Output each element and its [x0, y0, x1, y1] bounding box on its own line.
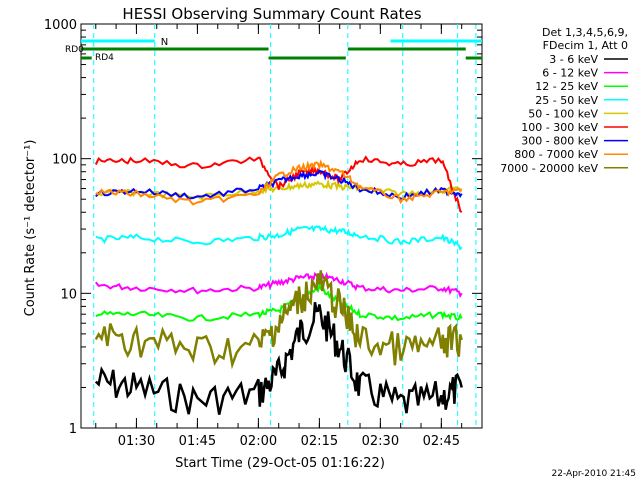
series-line-0: [94, 301, 463, 415]
chart-title: HESSI Observing Summary Count Rates: [122, 5, 421, 23]
legend: Det 1,3,4,5,6,9,FDecim 1, Att 03 - 6 keV…: [500, 26, 628, 175]
legend-entry-label: 3 - 6 keV: [549, 53, 598, 66]
y-tick-label: 100: [52, 153, 77, 168]
x-axis-label: Start Time (29-Oct-05 01:16:22): [175, 456, 385, 471]
legend-entry-label: 100 - 300 keV: [521, 121, 598, 134]
data-gap-lines: [93, 24, 477, 428]
legend-entry-label: 12 - 25 keV: [535, 80, 598, 93]
legend-entry-label: 6 - 12 keV: [542, 67, 598, 80]
legend-entry-label: 800 - 7000 keV: [514, 148, 598, 161]
series-line-6: [95, 169, 463, 201]
plot-frame: [80, 23, 483, 429]
series-line-7: [95, 159, 462, 206]
timestamp-footer: 22-Apr-2010 21:45: [552, 469, 636, 479]
flag-bars: N RD0 RD4: [65, 37, 482, 63]
plot-area: [80, 23, 483, 429]
x-tick-label: 01:30: [118, 434, 155, 449]
series-line-2: [95, 282, 463, 322]
legend-header-line: FDecim 1, Att 0: [543, 39, 628, 52]
series-line-3: [95, 224, 463, 251]
y-tick-label: 10: [60, 287, 77, 302]
x-tick-label: 02:15: [301, 434, 338, 449]
y-tick-label: 1000: [44, 18, 77, 33]
y-tick-label: 1: [69, 422, 77, 437]
axes: 1 10 100 1000 01:30 01:45 02:00 02:15 02:30 02:45: [44, 18, 483, 449]
flag-label-rd4: RD4: [95, 53, 114, 63]
series-lines: [94, 155, 463, 415]
series-line-8: [94, 270, 463, 370]
x-tick-label: 02:45: [423, 434, 460, 449]
x-tick-label: 01:45: [179, 434, 216, 449]
flag-label-rd0: RD0: [65, 45, 84, 55]
series-line-5: [94, 155, 463, 214]
x-tick-label: 02:00: [240, 434, 277, 449]
x-tick-label: 02:30: [362, 434, 399, 449]
y-axis-label: Count Rate (s⁻¹ detector⁻¹): [23, 140, 38, 317]
legend-entry-label: 300 - 800 keV: [521, 135, 598, 148]
flag-label-n: N: [161, 37, 168, 48]
legend-entry-label: 7000 - 20000 keV: [500, 162, 598, 175]
legend-entry-label: 25 - 50 keV: [535, 94, 598, 107]
legend-header-line: Det 1,3,4,5,6,9,: [542, 26, 628, 39]
legend-entry-label: 50 - 100 keV: [528, 107, 598, 120]
series-line-1: [95, 271, 463, 299]
